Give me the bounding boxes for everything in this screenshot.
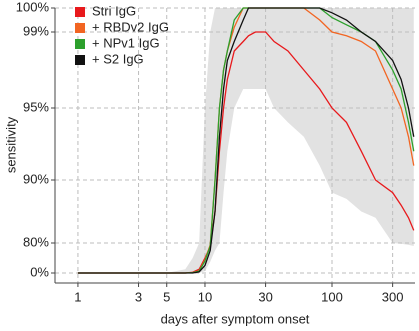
x-tick-label: 100 (321, 289, 343, 304)
x-tick-label: 300 (382, 289, 404, 304)
legend-swatch (75, 23, 85, 33)
confidence-band (77, 8, 414, 273)
legend-label: + S2 IgG (92, 51, 144, 66)
x-axis-label: days after symptom onset (161, 311, 310, 326)
x-tick-label: 30 (258, 289, 272, 304)
x-tick-label: 10 (198, 289, 212, 304)
x-tick-label: 3 (135, 289, 142, 304)
legend-swatch (75, 39, 85, 49)
y-tick-label: 95% (23, 99, 49, 114)
y-tick-label: 90% (23, 171, 49, 186)
x-tick-label: 1 (74, 289, 81, 304)
legend-label: + RBDv2 IgG (92, 19, 169, 34)
legend-swatch (75, 7, 85, 17)
y-tick-label: 80% (23, 234, 49, 249)
y-tick-label: 0% (30, 264, 49, 279)
y-axis-label: sensitivity (3, 116, 18, 173)
series-line (77, 31, 415, 274)
y-tick-label: 100% (16, 0, 50, 14)
series-line (77, 7, 415, 274)
legend: Stri IgG+ RBDv2 IgG+ NPv1 IgG+ S2 IgG (75, 3, 169, 66)
y-tick-label: 99% (23, 23, 49, 38)
legend-label: + NPv1 IgG (92, 35, 160, 50)
legend-label: Stri IgG (92, 3, 136, 18)
x-tick-label: 5 (163, 289, 170, 304)
legend-swatch (75, 55, 85, 65)
